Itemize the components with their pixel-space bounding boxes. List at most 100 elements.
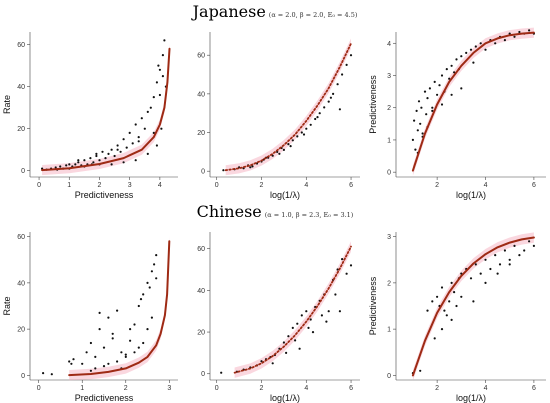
data-point <box>128 131 131 134</box>
x-tick-label: 6 <box>349 385 353 392</box>
fit-line <box>233 245 352 374</box>
data-point <box>496 272 499 275</box>
data-point <box>124 353 127 356</box>
data-point <box>300 131 303 134</box>
data-point <box>110 148 113 151</box>
data-point <box>484 281 487 284</box>
data-point <box>113 154 116 158</box>
data-point <box>438 84 441 87</box>
data-point <box>338 310 341 313</box>
data-point <box>133 351 136 354</box>
fit-line <box>411 31 535 172</box>
data-point <box>291 139 294 142</box>
data-point <box>472 300 475 303</box>
y-tick-label: 20 <box>17 126 25 133</box>
data-point <box>532 244 535 247</box>
data-point <box>445 68 448 71</box>
x-axis-title: log(1/λ) <box>270 393 300 403</box>
data-point <box>332 92 335 95</box>
data-point <box>336 83 339 86</box>
y-tick-label: 60 <box>197 246 205 253</box>
data-point <box>54 166 57 169</box>
data-point <box>453 71 456 74</box>
data-point <box>89 369 92 372</box>
y-tick-label: 40 <box>197 288 205 295</box>
data-point <box>95 152 98 155</box>
x-tick-label: 2 <box>435 385 439 392</box>
x-tick-label: 1 <box>80 385 84 392</box>
data-point <box>508 263 511 266</box>
data-point <box>125 146 128 149</box>
confidence-band <box>412 232 534 381</box>
data-point <box>122 138 125 141</box>
data-point <box>484 258 487 261</box>
x-axis-title: Predictiveness <box>75 190 134 200</box>
data-point <box>416 129 419 132</box>
data-point <box>116 360 119 363</box>
data-point <box>140 117 143 120</box>
data-point <box>133 323 136 326</box>
data-point <box>320 314 323 317</box>
data-point <box>260 360 263 363</box>
data-point <box>98 328 101 331</box>
data-point <box>336 268 339 271</box>
row-title-japanese-main: Japanese <box>192 2 266 21</box>
data-point <box>129 339 132 342</box>
data-point <box>411 138 414 141</box>
data-point <box>431 300 434 303</box>
data-point <box>494 42 497 45</box>
y-axis-title: Rate <box>2 95 12 114</box>
data-point <box>423 90 427 93</box>
fit-line <box>224 42 352 172</box>
data-point <box>85 351 88 354</box>
data-point <box>271 362 274 365</box>
data-point <box>119 150 122 153</box>
data-point <box>345 272 348 275</box>
y-tick-label: 1 <box>387 327 391 334</box>
data-point <box>129 328 132 331</box>
x-tick-label: 2 <box>124 385 128 392</box>
data-point <box>102 346 106 349</box>
data-point <box>282 148 285 151</box>
y-tick-label: 20 <box>197 330 205 337</box>
data-point <box>323 106 326 109</box>
data-point <box>345 63 348 66</box>
data-point <box>307 326 310 329</box>
data-point <box>289 145 292 148</box>
data-point <box>153 263 156 266</box>
data-point <box>503 249 506 252</box>
data-point <box>155 144 158 147</box>
data-point <box>421 132 424 135</box>
data-point <box>65 164 68 167</box>
data-point <box>70 362 73 365</box>
data-point <box>327 100 330 103</box>
data-point <box>251 165 254 168</box>
data-point <box>508 258 511 261</box>
data-point <box>296 322 299 325</box>
data-point <box>341 258 344 261</box>
data-point <box>518 30 521 34</box>
y-tick-label: 40 <box>17 280 25 287</box>
y-tick-label: 60 <box>197 53 205 60</box>
y-tick-label: 1 <box>387 137 391 144</box>
y-tick-label: 20 <box>197 130 205 137</box>
x-tick-label: 2 <box>435 182 439 189</box>
x-axis-title: log(1/λ) <box>456 393 486 403</box>
data-point <box>489 267 492 271</box>
data-point <box>102 365 106 368</box>
data-point <box>294 339 297 342</box>
data-point <box>94 367 97 370</box>
x-tick-label: 6 <box>349 182 353 189</box>
data-point <box>148 286 151 289</box>
x-tick-label: 1 <box>67 182 71 189</box>
data-point <box>513 244 516 247</box>
data-point <box>92 161 95 164</box>
x-tick-label: 0 <box>215 385 219 392</box>
data-point <box>443 309 446 312</box>
fit-line <box>68 240 171 377</box>
data-point <box>116 144 119 147</box>
data-point <box>155 277 158 280</box>
y-tick-label: 40 <box>197 91 205 98</box>
